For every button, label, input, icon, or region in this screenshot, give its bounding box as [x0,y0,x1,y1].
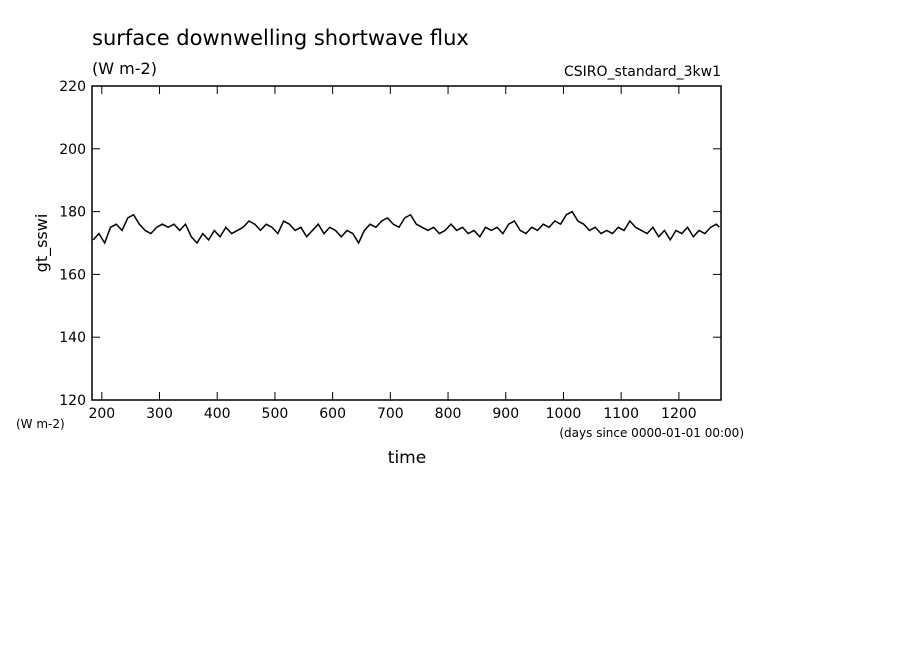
x-tick-label: 1000 [546,406,582,422]
x-units: (days since 0000-01-01 00:00) [559,426,744,440]
x-tick-label: 600 [319,406,346,422]
x-tick-label: 700 [377,406,404,422]
x-tick-label: 200 [88,406,115,422]
data-line [92,210,720,245]
x-tick-label: 1100 [603,406,639,422]
plot-frame [91,85,722,401]
y-tick-label: 120 [59,393,86,409]
y-tick-label: 220 [59,79,86,95]
x-tick-label: 500 [262,406,289,422]
chart-title: surface downwelling shortwave flux [92,26,469,50]
subtitle: (W m-2) [92,59,157,78]
x-axis-label: time [388,448,426,468]
x-tick-label: 900 [492,406,519,422]
x-tick-label: 800 [435,406,462,422]
annotation: CSIRO_standard_3kw1 [564,64,721,80]
y-tick-label: 180 [59,205,86,221]
y-tick-label: 140 [59,330,86,346]
x-tick-label: 300 [146,406,173,422]
y-tick-label: 160 [59,267,86,283]
x-tick-label: 400 [204,406,231,422]
y-units: (W m-2) [16,417,65,431]
y-axis-label: gt_sswi [32,214,52,273]
y-tick-label: 200 [59,142,86,158]
x-tick-label: 1200 [661,406,697,422]
